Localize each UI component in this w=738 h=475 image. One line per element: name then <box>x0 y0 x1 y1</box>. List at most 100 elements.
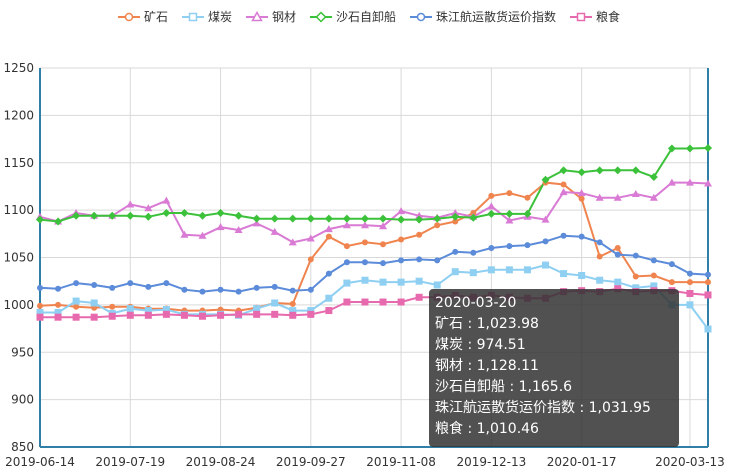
data-point-3 <box>469 213 478 222</box>
data-point-5 <box>253 310 261 318</box>
data-point-5 <box>397 298 405 306</box>
data-point-2 <box>667 178 676 186</box>
data-point-3 <box>397 215 406 224</box>
axes: 850 900 950 1000 1050 1100 1150 1200 1250 2019-06… <box>3 61 724 469</box>
data-point-3 <box>324 214 333 223</box>
data-point-3 <box>433 214 442 223</box>
y-tick-label: 1000 <box>3 298 34 312</box>
data-point-4 <box>686 270 693 277</box>
data-point-5 <box>108 312 116 320</box>
data-point-2 <box>649 193 658 201</box>
data-point-1 <box>271 299 279 307</box>
data-point-5 <box>361 298 369 306</box>
x-tick-label: 2019-12-13 <box>456 455 526 469</box>
data-tooltip: 2020-03-20 矿石 : 1,023.98 煤炭 : 974.51 钢材 … <box>429 289 679 447</box>
data-point-4 <box>668 261 675 268</box>
data-point-1 <box>72 297 80 305</box>
legend-item[interactable]: 矿石 <box>117 8 168 25</box>
data-point-1 <box>90 299 98 307</box>
y-tick-label: 950 <box>11 345 34 359</box>
data-point-4 <box>452 248 459 255</box>
legend-item[interactable]: 钢材 <box>245 8 296 25</box>
data-point-4 <box>560 232 567 239</box>
data-point-5 <box>704 291 712 299</box>
data-point-5 <box>379 298 387 306</box>
data-point-3 <box>541 175 550 184</box>
data-point-0 <box>343 243 350 250</box>
data-point-5 <box>54 313 62 321</box>
data-point-5 <box>415 293 423 301</box>
data-point-5 <box>235 310 243 318</box>
data-point-3 <box>342 214 351 223</box>
y-tick-label: 850 <box>11 440 34 454</box>
data-point-2 <box>306 234 315 242</box>
data-point-4 <box>109 284 116 291</box>
data-point-4 <box>289 287 296 294</box>
data-point-2 <box>379 222 388 230</box>
data-point-4 <box>434 257 441 264</box>
data-point-2 <box>451 208 460 216</box>
data-point-3 <box>685 144 694 153</box>
data-point-2 <box>685 178 694 186</box>
legend-symbol <box>310 10 332 23</box>
data-point-3 <box>162 208 171 217</box>
data-point-5 <box>90 313 98 321</box>
data-point-4 <box>37 284 43 291</box>
data-point-4 <box>705 271 711 278</box>
tooltip-row-freight-index: 珠江航运散货运价指数 : 1,031.95 <box>435 400 651 416</box>
data-point-2 <box>505 216 514 224</box>
data-point-0 <box>307 256 314 263</box>
data-point-5 <box>686 290 694 298</box>
legend-item[interactable]: 沙石自卸船 <box>310 8 396 25</box>
data-point-0 <box>524 194 531 201</box>
data-point-2 <box>631 190 640 198</box>
x-tick-label: 2020-01-17 <box>547 455 617 469</box>
data-point-4 <box>271 283 278 290</box>
data-point-2 <box>613 193 622 201</box>
data-point-2 <box>270 227 279 235</box>
data-point-4 <box>217 286 224 293</box>
data-point-4 <box>398 257 405 264</box>
data-point-4 <box>343 259 350 266</box>
legend-symbol <box>570 12 593 21</box>
data-point-0 <box>705 279 711 286</box>
data-point-4 <box>632 252 639 259</box>
tooltip-row-coal: 煤炭 : 974.51 <box>435 337 526 353</box>
data-point-3 <box>559 166 568 175</box>
data-point-1 <box>325 294 333 302</box>
legend-item[interactable]: 煤炭 <box>181 8 232 25</box>
data-point-5 <box>217 311 225 319</box>
data-point-3 <box>379 214 388 223</box>
data-point-2 <box>342 221 351 229</box>
legend-item[interactable]: 珠江航运散货运价指数 <box>410 8 556 25</box>
data-point-5 <box>343 298 351 306</box>
data-point-2 <box>541 215 550 223</box>
data-point-4 <box>488 245 495 252</box>
data-point-2 <box>704 179 712 187</box>
data-point-2 <box>216 223 225 231</box>
data-point-0 <box>380 241 387 248</box>
data-point-5 <box>271 310 279 318</box>
data-point-0 <box>650 272 657 279</box>
legend-symbol <box>410 12 433 21</box>
data-point-1 <box>397 278 405 286</box>
data-point-5 <box>180 311 188 319</box>
data-point-1 <box>542 261 550 269</box>
data-point-0 <box>37 302 43 309</box>
legend-symbol <box>117 12 140 21</box>
y-tick-label: 900 <box>11 393 34 407</box>
data-point-1 <box>523 266 531 274</box>
data-point-0 <box>109 303 116 310</box>
data-point-2 <box>252 219 261 227</box>
data-point-1 <box>560 270 568 278</box>
data-point-4 <box>542 238 549 245</box>
data-point-0 <box>614 245 621 252</box>
data-point-0 <box>361 239 368 246</box>
data-point-0 <box>632 273 639 280</box>
data-point-3 <box>36 215 44 224</box>
data-point-3 <box>523 209 532 218</box>
data-point-2 <box>360 221 369 229</box>
data-point-2 <box>288 238 297 246</box>
legend-item[interactable]: 粮食 <box>570 8 620 25</box>
